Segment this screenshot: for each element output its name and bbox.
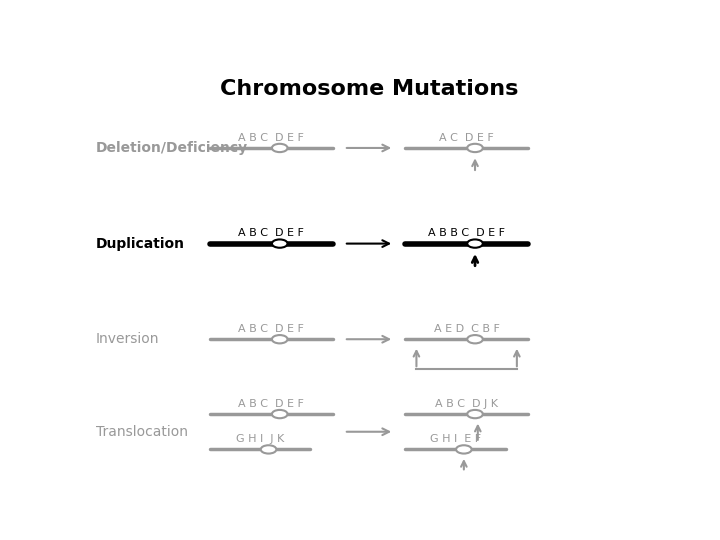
Text: A B C  D E F: A B C D E F — [238, 228, 305, 238]
Text: A C  D E F: A C D E F — [439, 132, 494, 143]
Text: Chromosome Mutations: Chromosome Mutations — [220, 79, 518, 99]
Ellipse shape — [467, 239, 483, 248]
Text: Deletion/Deficiency: Deletion/Deficiency — [96, 141, 248, 155]
Text: G H I  E F: G H I E F — [430, 434, 481, 444]
Text: A E D  C B F: A E D C B F — [433, 324, 500, 334]
Ellipse shape — [272, 144, 287, 152]
Ellipse shape — [272, 335, 287, 343]
Ellipse shape — [272, 239, 287, 248]
Text: Duplication: Duplication — [96, 237, 184, 251]
Ellipse shape — [272, 410, 287, 418]
Ellipse shape — [261, 446, 276, 454]
Text: Inversion: Inversion — [96, 332, 159, 346]
Ellipse shape — [467, 144, 483, 152]
Ellipse shape — [467, 335, 483, 343]
Ellipse shape — [456, 446, 472, 454]
Text: A B C  D E F: A B C D E F — [238, 324, 305, 334]
Text: G H I  J K: G H I J K — [236, 434, 284, 444]
Text: Translocation: Translocation — [96, 425, 188, 438]
Text: A B C  D J K: A B C D J K — [435, 399, 498, 409]
Text: A B C  D E F: A B C D E F — [238, 132, 305, 143]
Text: A B B C  D E F: A B B C D E F — [428, 228, 505, 238]
Text: A B C  D E F: A B C D E F — [238, 399, 305, 409]
Ellipse shape — [467, 410, 483, 418]
